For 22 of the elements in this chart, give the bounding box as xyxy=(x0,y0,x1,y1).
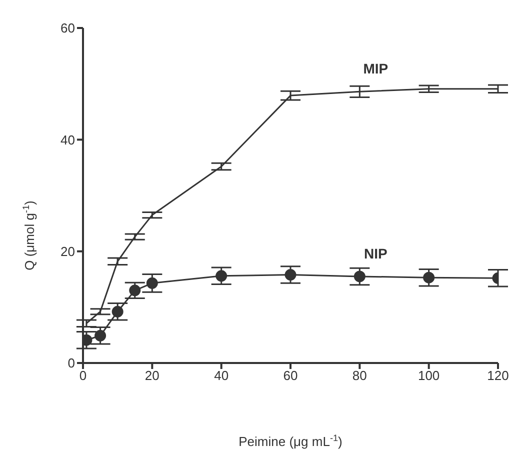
point xyxy=(146,277,158,289)
point xyxy=(284,269,296,281)
point xyxy=(129,284,141,296)
x-tick-label: 40 xyxy=(214,368,229,384)
point xyxy=(354,270,366,282)
point xyxy=(112,306,124,318)
point xyxy=(94,330,106,342)
point xyxy=(216,270,228,282)
x-tick-label: 100 xyxy=(418,368,440,384)
series-label: MIP xyxy=(363,60,388,77)
y-tick-label: 60 xyxy=(60,20,75,36)
x-tick-label: 120 xyxy=(487,368,509,384)
series-label: NIP xyxy=(364,245,388,262)
y-tick-label: 0 xyxy=(68,356,75,371)
x-axis-title: Peimine (μg mL$^{-1}$) xyxy=(238,433,342,449)
x-tick-label: 20 xyxy=(144,368,160,384)
x-tick-label: 80 xyxy=(352,368,367,384)
y-tick-label: 40 xyxy=(60,132,75,148)
point xyxy=(423,272,435,284)
x-tick-label: 60 xyxy=(283,368,298,384)
x-tick-label: 0 xyxy=(79,368,87,384)
y-tick-label: 20 xyxy=(60,244,75,259)
